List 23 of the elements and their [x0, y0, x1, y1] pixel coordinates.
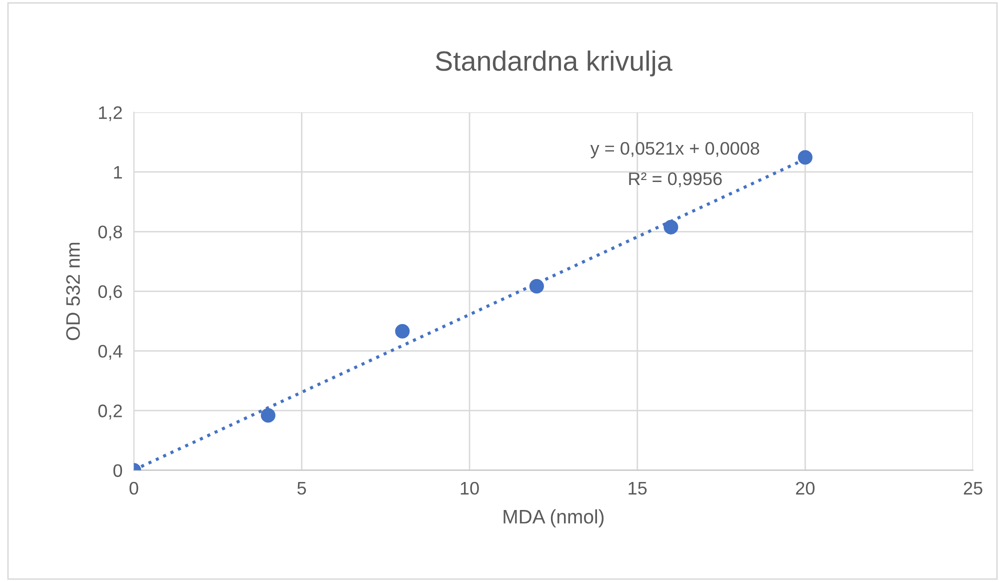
annotation: y = 0,0521x + 0,0008 [590, 142, 760, 158]
y-axis-title: OD 532 nm [66, 242, 80, 340]
annotation: R² = 0,9956 [629, 172, 722, 188]
x-tick-label: 15 [628, 482, 647, 495]
x-axis-title: MDA (nmol) [504, 509, 604, 528]
y-tick-label: 0,8 [98, 226, 122, 240]
point [260, 408, 276, 423]
y-tick-label: 1,2 [99, 106, 122, 122]
point [798, 150, 812, 165]
x-tick-label: 20 [796, 482, 815, 495]
x-tick-label: 10 [460, 482, 479, 495]
x-tick-label: 25 [964, 482, 982, 495]
y-tick-label: 0 [113, 464, 122, 477]
y-tick-label: 1 [114, 166, 122, 179]
x-tick-label: 5 [297, 482, 306, 495]
point [664, 220, 678, 234]
y-tick-label: 0,2 [98, 404, 122, 420]
y-tick-label: 0,4 [98, 344, 122, 360]
y-tick-label: 0,6 [98, 285, 122, 300]
x-tick-label: 0 [130, 482, 138, 495]
chart-title: Standardna krivulja [436, 50, 672, 76]
point [395, 324, 410, 339]
point [529, 278, 544, 294]
